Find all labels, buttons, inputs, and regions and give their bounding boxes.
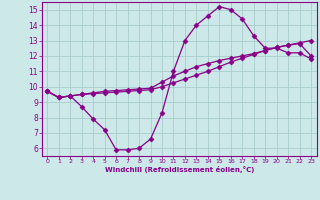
X-axis label: Windchill (Refroidissement éolien,°C): Windchill (Refroidissement éolien,°C) xyxy=(105,166,254,173)
